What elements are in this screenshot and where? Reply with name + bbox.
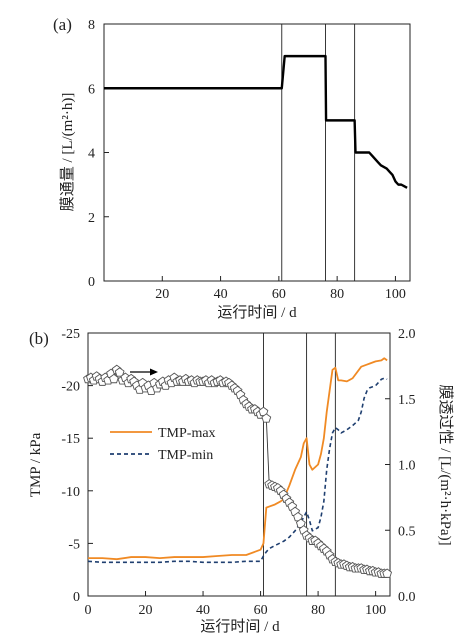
- flux-line: [104, 54, 408, 189]
- panel-b-ytick-label: -25: [61, 327, 80, 342]
- panel-a-ytick-label: 8: [88, 18, 95, 33]
- panel-b-series: [83, 357, 393, 578]
- panel-b-xtick-label: 80: [311, 603, 325, 618]
- panel-b-ytick-label: -5: [68, 537, 80, 552]
- panel-a: (a) 20 40 60 80 100 0 2 4 6 8 运行时间 / d 膜通量 / [L/(…: [53, 15, 411, 321]
- panel-b-ytick-label: -10: [61, 485, 80, 500]
- panel-b-y2tick-label: 0.5: [398, 524, 416, 539]
- panel-b-y2tick-label: 1.0: [398, 459, 416, 474]
- panel-b-axes: 0 20 40 60 80 100 0 -5 -10 -15 -20 -25 0.0 0.5 1.0 1.5 2…: [61, 327, 415, 618]
- permeability-point: [261, 413, 272, 423]
- permeability-point: [114, 367, 125, 377]
- panel-b-ytick-label: 0: [73, 590, 80, 605]
- panel-b-y2tick-label: 2.0: [398, 327, 416, 342]
- tmp-min-line: [87, 377, 388, 564]
- panel-a-ytick-label: 6: [88, 82, 95, 97]
- permeability-point: [108, 373, 119, 384]
- panel-b-ytick-label: -20: [61, 380, 80, 395]
- panel-b-xtick-label: 0: [85, 603, 92, 618]
- permeability-line: [87, 369, 388, 575]
- panel-a-axes: 20 40 60 80 100 0 2 4 6 8: [88, 18, 411, 302]
- panel-a-ytick-label: 4: [88, 147, 95, 162]
- panel-a-series: [104, 54, 408, 189]
- panel-b-legend: TMP-max TMP-min: [110, 426, 216, 463]
- panel-a-xtick-label: 40: [214, 287, 228, 302]
- panel-a-label: (a): [53, 15, 72, 34]
- legend-tmp-min-label: TMP-min: [158, 448, 213, 463]
- panel-a-xlabel: 运行时间 / d: [217, 304, 297, 321]
- panel-b-xtick-label: 100: [365, 603, 386, 618]
- panel-b-ytick-label: -15: [61, 432, 80, 447]
- panel-b: (b) 0 20 40 60 80 100 0 -5 -10 -15 -20 -25 0.0 0.5 1.0…: [28, 327, 454, 635]
- panel-a-xtick-label: 60: [272, 287, 286, 302]
- panel-a-ylabel: 膜通量 / [L/(m²·h)]: [59, 93, 76, 212]
- panel-a-xtick-label: 20: [155, 287, 169, 302]
- panel-a-ytick-label: 0: [88, 275, 95, 290]
- panel-b-xlabel: 运行时间 / d: [200, 618, 280, 635]
- panel-a-xtick-label: 100: [385, 287, 406, 302]
- panel-a-xtick-label: 80: [330, 287, 344, 302]
- panel-b-y2tick-label: 0.0: [398, 590, 416, 605]
- panel-b-xtick-label: 60: [254, 603, 268, 618]
- tmp-max-line: [88, 357, 388, 561]
- permeability-point: [382, 568, 393, 578]
- panel-b-y2label: 膜透过性 / [L/(m²·h·kPa)]: [437, 384, 454, 545]
- panel-b-xtick-label: 20: [139, 603, 153, 618]
- panel-a-ytick-label: 2: [88, 211, 95, 226]
- arrow-annotation: [130, 368, 158, 376]
- panel-b-ylabel: TMP / kPa: [28, 432, 44, 497]
- panel-b-xtick-label: 40: [196, 603, 210, 618]
- legend-tmp-max-label: TMP-max: [158, 426, 216, 441]
- panel-b-label: (b): [29, 329, 49, 348]
- panel-b-y2tick-label: 1.5: [398, 393, 416, 408]
